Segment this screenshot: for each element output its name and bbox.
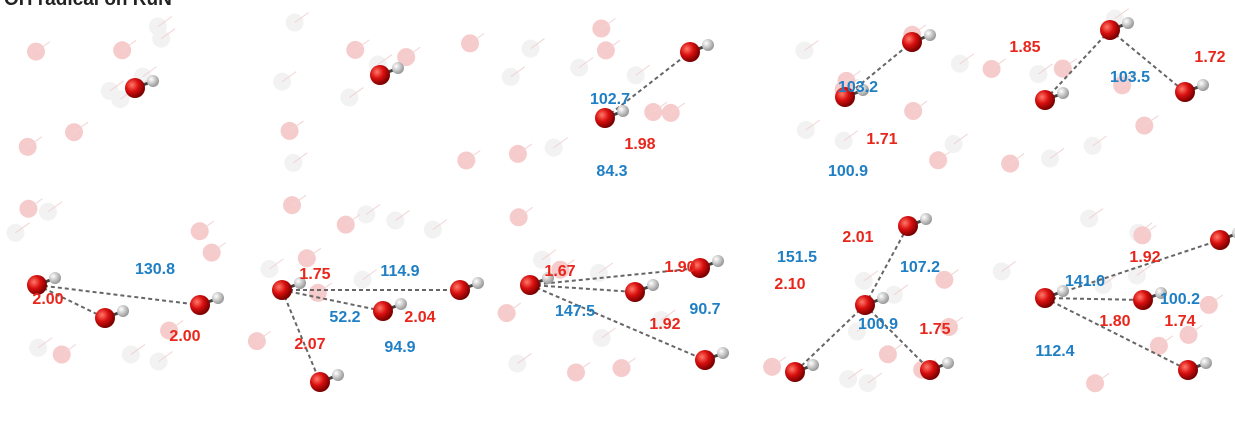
oxygen-atom	[855, 295, 875, 315]
oxygen-atom	[920, 360, 940, 380]
geometry-label: 1.75	[919, 321, 950, 338]
hydrogen-atom	[717, 347, 729, 359]
oxygen-atom	[1100, 20, 1120, 40]
geometry-label: 2.01	[842, 229, 873, 246]
geometry-label: 107.2	[900, 259, 940, 276]
geometry-label: 2.00	[32, 291, 63, 308]
oxygen-atom	[373, 301, 393, 321]
hydrogen-atom	[1200, 357, 1212, 369]
geometry-label: 2.07	[294, 336, 325, 353]
oxygen-atom	[1133, 290, 1153, 310]
oxygen-atom	[190, 295, 210, 315]
background-atom	[203, 244, 221, 262]
oxygen-atom	[1035, 90, 1055, 110]
labels: A, 0.31 eVB, 0.17 eVC, 0.20 eV102.71.988…	[32, 39, 1225, 360]
geometry-label: 90.7	[689, 301, 720, 318]
hydrogen-atom	[392, 62, 404, 74]
hydrogen-atom	[212, 292, 224, 304]
geometry-label: 1.71	[866, 131, 897, 148]
hydrogen-atom	[1057, 87, 1069, 99]
hydrogen-atom	[712, 255, 724, 267]
geometry-label: 100.9	[858, 316, 898, 333]
oxygen-atom	[902, 32, 922, 52]
geometry-label: 147.5	[555, 303, 595, 320]
geometry-label: 1.67	[544, 263, 575, 280]
hydrogen-atom	[1197, 79, 1209, 91]
oxygen-atom	[1175, 82, 1195, 102]
oxygen-atom	[898, 216, 918, 236]
hydrogen-atom	[877, 292, 889, 304]
geometry-label: 100.2	[1160, 291, 1200, 308]
geometry-label: 84.3	[596, 163, 627, 180]
oxygen-atom	[1210, 230, 1230, 250]
oxygen-atom	[695, 350, 715, 370]
geometry-label: 2.10	[774, 276, 805, 293]
hydrogen-atom	[117, 305, 129, 317]
geometry-label: 52.2	[329, 309, 360, 326]
oxygen-atom	[95, 308, 115, 328]
hydrogen-bond	[282, 290, 383, 311]
geometry-label: 1.98	[624, 136, 655, 153]
hydrogen-atom	[942, 357, 954, 369]
geometry-label: 1.72	[1194, 49, 1225, 66]
hydrogen-atom	[49, 272, 61, 284]
geometry-label: 1.90	[664, 259, 695, 276]
figure-title: OH radical on RuN	[4, 0, 172, 10]
background-atom	[53, 345, 71, 363]
hydrogen-atom	[807, 359, 819, 371]
hydrogen-atom	[1122, 17, 1134, 29]
oxygen-atom	[680, 42, 700, 62]
geometry-label: 1.85	[1009, 39, 1040, 56]
oxygen-atom	[310, 372, 330, 392]
geometry-label: 2.04	[404, 309, 435, 326]
oxygen-atom	[125, 78, 145, 98]
geometry-label: 130.8	[135, 261, 175, 278]
background-atom	[498, 304, 516, 322]
figure: OH radical on RuN A, 0.31 eVB, 0.17 eVC,…	[0, 0, 1235, 438]
hydrogen-atom	[702, 39, 714, 51]
oxygen-atom	[272, 280, 292, 300]
hydrogen-atom	[924, 29, 936, 41]
oxygen-atom	[625, 282, 645, 302]
oxygen-atom	[1035, 288, 1055, 308]
geometry-label: 1.80	[1099, 313, 1130, 330]
hydrogen-atom	[395, 298, 407, 310]
oxygen-atom	[370, 65, 390, 85]
geometry-label: 1.75	[299, 266, 330, 283]
geometry-label: 151.5	[777, 249, 817, 266]
geometry-label: 112.4	[1035, 343, 1074, 360]
geometry-label: 141.0	[1065, 273, 1105, 290]
hydrogen-atom	[147, 75, 159, 87]
oxygen-atom	[520, 275, 540, 295]
geometry-label: 102.7	[590, 91, 630, 108]
geometry-label: 103.5	[1110, 69, 1150, 86]
oxygen-atom	[785, 362, 805, 382]
geometry-label: 1.74	[1164, 313, 1195, 330]
hydrogen-bond	[1045, 298, 1143, 300]
geometry-label: 2.00	[169, 328, 200, 345]
geometry-label: 94.9	[384, 339, 415, 356]
hydrogen-atom	[472, 277, 484, 289]
hydrogen-atom	[332, 369, 344, 381]
geometry-label: 1.92	[1129, 249, 1160, 266]
geometry-label: 1.92	[649, 316, 680, 333]
oxygen-atom	[1178, 360, 1198, 380]
geometry-label: 100.9	[828, 163, 868, 180]
background-atom	[1135, 117, 1153, 135]
oxygen-atom	[595, 108, 615, 128]
geometry-label: 114.9	[380, 263, 419, 280]
hydrogen-atom	[920, 213, 932, 225]
hydrogen-atom	[647, 279, 659, 291]
oxygen-atom	[450, 280, 470, 300]
geometry-label: 103.2	[838, 79, 878, 96]
